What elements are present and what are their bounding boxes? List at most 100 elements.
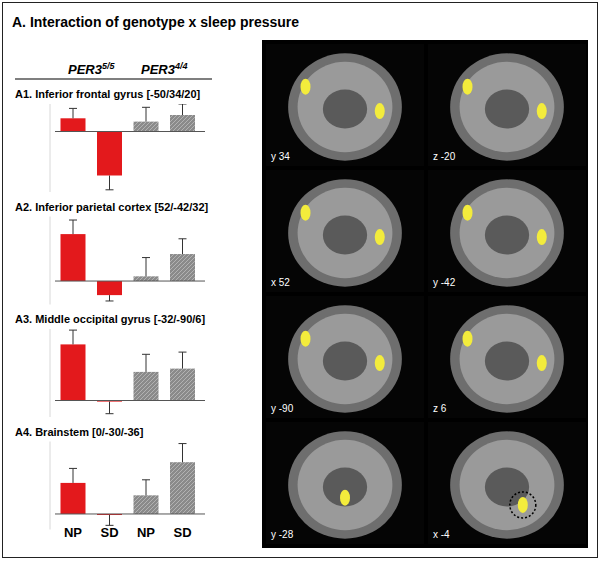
category-label: NP xyxy=(64,525,82,540)
slice-bg xyxy=(266,44,424,166)
error-bar xyxy=(69,330,77,344)
baseline xyxy=(55,513,205,514)
brain-core xyxy=(323,215,367,254)
panel-title: A1. Inferior frontal gyrus [-50/34/20] xyxy=(15,88,201,100)
error-bar xyxy=(69,468,77,482)
activation xyxy=(463,331,473,347)
error-bar xyxy=(106,515,114,525)
activation xyxy=(537,103,547,119)
activation xyxy=(463,79,473,95)
bar xyxy=(134,276,159,281)
brain-slice xyxy=(266,170,424,292)
brain-outline xyxy=(288,305,402,412)
brain-matter xyxy=(460,188,555,278)
series-header: PER34/4 xyxy=(141,61,187,77)
series-superscript: 4/4 xyxy=(174,61,188,71)
slice-bg xyxy=(266,296,424,418)
brain-matter xyxy=(298,314,393,404)
category-label: SD xyxy=(100,525,118,540)
bar xyxy=(170,115,195,132)
bars xyxy=(61,444,196,526)
bar xyxy=(134,122,159,132)
brain-slice xyxy=(428,170,586,292)
y-range-axis xyxy=(50,217,51,305)
panel-title: A2. Inferior parietal cortex [52/-42/32] xyxy=(15,201,209,213)
baseline xyxy=(55,281,205,282)
slice-bg xyxy=(266,422,424,544)
bar xyxy=(61,483,86,514)
bar xyxy=(61,344,86,400)
error-bar xyxy=(106,295,114,301)
slice-bg xyxy=(428,44,586,166)
brain-matter xyxy=(298,188,393,278)
y-range-axis xyxy=(50,329,51,417)
slice-bg xyxy=(266,170,424,292)
slice-label: y 34 xyxy=(271,151,290,162)
error-bar xyxy=(179,444,187,463)
brain-core xyxy=(485,341,529,380)
error-bar xyxy=(69,220,77,234)
activation xyxy=(537,229,547,245)
slice-bg xyxy=(428,170,586,292)
bar xyxy=(97,281,122,295)
brain-matter xyxy=(298,62,393,152)
panel-title: A4. Brainstem [0/-30/-36] xyxy=(15,426,144,438)
brain-core xyxy=(485,89,529,128)
error-bar xyxy=(179,352,187,369)
slice-label: y -90 xyxy=(271,403,294,414)
error-bar xyxy=(179,104,187,115)
activation xyxy=(537,355,547,371)
brain-slice xyxy=(428,422,586,544)
figure-title: A. Interaction of genotype x sleep press… xyxy=(12,14,299,30)
activation xyxy=(463,205,473,221)
slice-label: z -20 xyxy=(433,151,456,162)
baseline xyxy=(55,131,205,132)
brain-matter xyxy=(298,440,393,530)
slice-label: x -4 xyxy=(433,529,450,540)
panel-title: A3. Middle occipital gyrus [-32/-90/6] xyxy=(15,313,205,325)
bar xyxy=(170,254,195,281)
error-bar xyxy=(106,176,114,190)
activation xyxy=(375,229,385,245)
brain-slice xyxy=(266,422,424,544)
error-bar xyxy=(142,354,150,372)
figure: A. Interaction of genotype x sleep press… xyxy=(0,0,600,561)
brain-outline xyxy=(450,179,564,286)
brain-matter xyxy=(460,62,555,152)
activation xyxy=(375,103,385,119)
bar xyxy=(134,372,159,401)
slice-label: y -28 xyxy=(271,529,294,540)
brain-outline xyxy=(288,431,402,538)
bar xyxy=(170,369,195,401)
bar xyxy=(61,234,86,281)
image-panel xyxy=(262,40,588,548)
activation xyxy=(375,355,385,371)
bars xyxy=(61,220,196,301)
slice-bg xyxy=(428,422,586,544)
error-bar xyxy=(69,108,77,118)
bar xyxy=(97,132,122,176)
brain-core xyxy=(485,215,529,254)
bar xyxy=(170,462,195,514)
error-bar xyxy=(142,107,150,121)
error-bar xyxy=(142,258,150,277)
brain-slice xyxy=(266,44,424,166)
baseline xyxy=(55,400,205,401)
brain-outline xyxy=(450,53,564,160)
slice-label: x 52 xyxy=(271,277,290,288)
series-name: PER3 xyxy=(68,62,103,77)
brain-core xyxy=(323,341,367,380)
slice-bg xyxy=(428,296,586,418)
figure-border xyxy=(3,3,598,558)
bars xyxy=(61,330,196,414)
bar xyxy=(134,495,159,514)
category-label: NP xyxy=(137,525,155,540)
brain-outline xyxy=(450,305,564,412)
error-bar xyxy=(106,402,114,414)
bars xyxy=(61,104,196,190)
series-header: PER35/5 xyxy=(68,61,115,77)
y-range-axis xyxy=(50,104,51,192)
error-bar xyxy=(142,480,150,496)
brain-matter xyxy=(460,440,555,530)
bar xyxy=(61,118,86,131)
